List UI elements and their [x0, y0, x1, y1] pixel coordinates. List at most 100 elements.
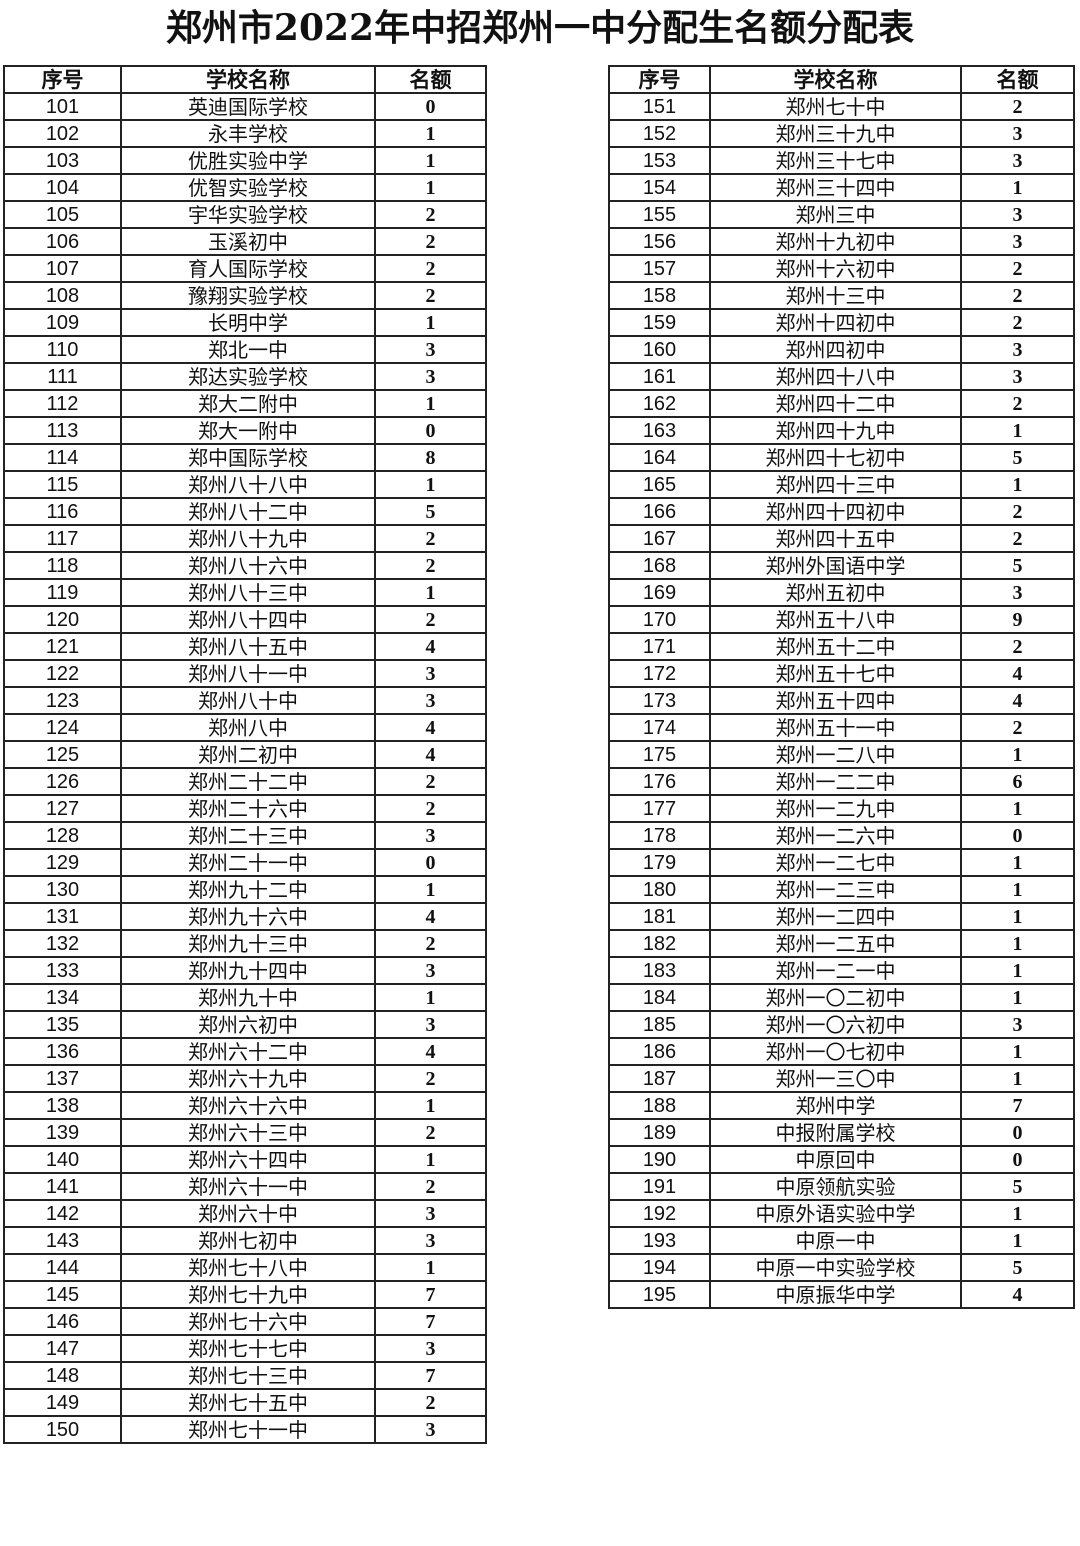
quota-cell: 1	[960, 740, 1075, 769]
table-row: 116 郑州八十二中 5	[3, 497, 487, 526]
serial-cell: 170	[608, 605, 711, 634]
table-row: 123 郑州八十中 3	[3, 686, 487, 715]
school-name-cell: 郑州六十四中	[120, 1145, 376, 1174]
table-row: 130 郑州九十二中 1	[3, 875, 487, 904]
serial-cell: 193	[608, 1226, 711, 1255]
school-name-cell: 郑州四十八中	[709, 362, 962, 391]
school-name-cell: 郑州四十四初中	[709, 497, 962, 526]
school-name-cell: 英迪国际学校	[120, 92, 376, 121]
quota-cell: 2	[374, 551, 487, 580]
school-name-cell: 郑州三十四中	[709, 173, 962, 202]
school-name-cell: 郑州二十二中	[120, 767, 376, 796]
quota-cell: 2	[960, 632, 1075, 661]
quota-cell: 4	[960, 1280, 1075, 1309]
serial-cell: 136	[3, 1037, 122, 1066]
table-row: 144 郑州七十八中 1	[3, 1253, 487, 1282]
school-name-cell: 郑州九十中	[120, 983, 376, 1012]
school-name-cell: 郑大一附中	[120, 416, 376, 445]
serial-cell: 188	[608, 1091, 711, 1120]
quota-cell: 9	[960, 605, 1075, 634]
table-row: 107 育人国际学校 2	[3, 254, 487, 283]
table-row: 181 郑州一二四中 1	[608, 902, 1075, 931]
quota-cell: 2	[374, 1388, 487, 1417]
table-row: 109 长明中学 1	[3, 308, 487, 337]
quota-cell: 3	[374, 335, 487, 364]
quota-cell: 3	[374, 956, 487, 985]
table-row: 173 郑州五十四中 4	[608, 686, 1075, 715]
quota-cell: 1	[374, 1145, 487, 1174]
quota-cell: 3	[374, 1010, 487, 1039]
school-name-cell: 郑州八十四中	[120, 605, 376, 634]
quota-cell: 3	[960, 1010, 1075, 1039]
school-name-cell: 郑州一二六中	[709, 821, 962, 850]
quota-cell: 1	[960, 875, 1075, 904]
serial-cell: 133	[3, 956, 122, 985]
serial-cell: 109	[3, 308, 122, 337]
quota-cell: 1	[960, 902, 1075, 931]
quota-cell: 2	[960, 281, 1075, 310]
school-name-cell: 郑州八十五中	[120, 632, 376, 661]
quota-cell: 2	[374, 524, 487, 553]
table-row: 118 郑州八十六中 2	[3, 551, 487, 580]
serial-cell: 135	[3, 1010, 122, 1039]
serial-cell: 191	[608, 1172, 711, 1201]
quota-cell: 7	[960, 1091, 1075, 1120]
table-row: 155 郑州三中 3	[608, 200, 1075, 229]
table-row: 124 郑州八中 4	[3, 713, 487, 742]
table-row: 184 郑州一〇二初中 1	[608, 983, 1075, 1012]
quota-cell: 1	[960, 1199, 1075, 1228]
quota-cell: 2	[374, 605, 487, 634]
quota-cell: 1	[374, 389, 487, 418]
quota-cell: 1	[374, 119, 487, 148]
quota-cell: 1	[374, 308, 487, 337]
serial-cell: 110	[3, 335, 122, 364]
serial-cell: 118	[3, 551, 122, 580]
school-name-cell: 郑州八十八中	[120, 470, 376, 499]
table-row: 190 中原回中 0	[608, 1145, 1075, 1174]
table-row: 162 郑州四十二中 2	[608, 389, 1075, 418]
quota-cell: 2	[374, 767, 487, 796]
table-row: 147 郑州七十七中 3	[3, 1334, 487, 1363]
school-name-cell: 郑州中学	[709, 1091, 962, 1120]
serial-cell: 108	[3, 281, 122, 310]
table-header-row: 序号 学校名称 名额	[3, 65, 487, 94]
quota-cell: 2	[960, 308, 1075, 337]
table-row: 103 优胜实验中学 1	[3, 146, 487, 175]
quota-cell: 5	[960, 1253, 1075, 1282]
school-name-cell: 郑州一二八中	[709, 740, 962, 769]
school-name-cell: 郑州七十九中	[120, 1280, 376, 1309]
school-name-cell: 宇华实验学校	[120, 200, 376, 229]
serial-cell: 127	[3, 794, 122, 823]
school-name-cell: 郑州七十中	[709, 92, 962, 121]
table-row: 146 郑州七十六中 7	[3, 1307, 487, 1336]
school-name-cell: 郑州六十三中	[120, 1118, 376, 1147]
serial-cell: 138	[3, 1091, 122, 1120]
serial-cell: 117	[3, 524, 122, 553]
school-name-cell: 玉溪初中	[120, 227, 376, 256]
school-name-cell: 郑州六十中	[120, 1199, 376, 1228]
table-row: 129 郑州二十一中 0	[3, 848, 487, 877]
table-row: 148 郑州七十三中 7	[3, 1361, 487, 1390]
quota-cell: 1	[960, 983, 1075, 1012]
table-row: 142 郑州六十中 3	[3, 1199, 487, 1228]
school-name-cell: 郑中国际学校	[120, 443, 376, 472]
school-name-cell: 郑州八十六中	[120, 551, 376, 580]
table-row: 134 郑州九十中 1	[3, 983, 487, 1012]
serial-cell: 159	[608, 308, 711, 337]
school-name-cell: 郑州七十七中	[120, 1334, 376, 1363]
school-name-cell: 郑州四十二中	[709, 389, 962, 418]
quota-cell: 7	[374, 1280, 487, 1309]
school-name-cell: 郑州五十七中	[709, 659, 962, 688]
serial-cell: 137	[3, 1064, 122, 1093]
allocation-table-left: 序号 学校名称 名额 101 英迪国际学校 0 102 永丰学校 1 103 优胜实验中学 1 1…	[3, 65, 487, 1444]
school-name-cell: 郑州七十一中	[120, 1415, 376, 1444]
table-row: 136 郑州六十二中 4	[3, 1037, 487, 1066]
serial-cell: 186	[608, 1037, 711, 1066]
quota-cell: 3	[374, 1199, 487, 1228]
header-serial: 序号	[3, 65, 122, 94]
serial-cell: 173	[608, 686, 711, 715]
table-row: 122 郑州八十一中 3	[3, 659, 487, 688]
school-name-cell: 郑州八十九中	[120, 524, 376, 553]
serial-cell: 181	[608, 902, 711, 931]
table-row: 108 豫翔实验学校 2	[3, 281, 487, 310]
